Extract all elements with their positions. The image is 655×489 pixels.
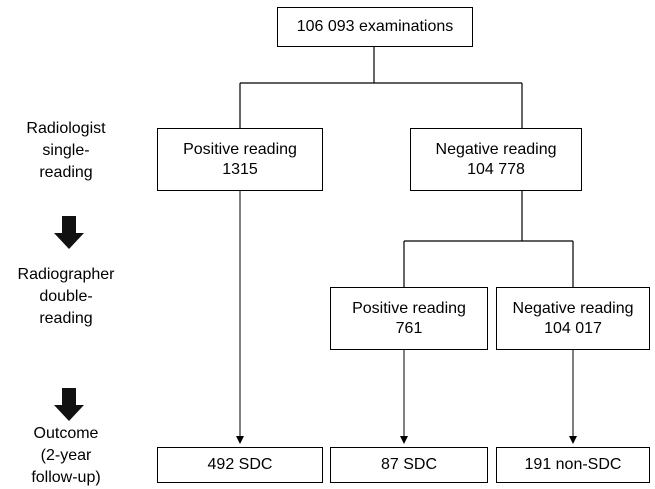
- radiologist-negative-box: Negative reading 104 778: [410, 128, 582, 191]
- radiologist-positive-box: Positive reading 1315: [157, 128, 323, 191]
- stage-label-line: reading: [39, 310, 93, 327]
- stage-label-radiologist: Radiologist single- reading: [0, 118, 132, 184]
- box-label: Positive reading: [183, 140, 297, 158]
- stage-label-line: (2-year: [40, 447, 92, 464]
- outcome-box-non-sdc: 191 non-SDC: [496, 447, 650, 483]
- radiographer-positive-box: Positive reading 761: [330, 287, 488, 350]
- outcome-box-sdc-1: 492 SDC: [157, 447, 323, 483]
- outcome-label: 87 SDC: [380, 456, 438, 473]
- stage-label-line: follow-up): [31, 469, 101, 486]
- box-count: 1315: [222, 160, 258, 178]
- outcome-label: 191 non-SDC: [524, 456, 622, 473]
- examinations-label: 106 093 examinations: [296, 18, 454, 35]
- radiographer-negative-box: Negative reading 104 017: [496, 287, 650, 350]
- box-label: Negative reading: [512, 299, 634, 317]
- stage-label-line: Radiologist: [26, 120, 106, 137]
- stage-label-line: Outcome: [33, 425, 99, 442]
- stage-label-line: single-: [42, 142, 90, 159]
- outcome-label: 492 SDC: [207, 456, 273, 473]
- box-label: Positive reading: [352, 299, 466, 317]
- box-label: Negative reading: [435, 140, 557, 158]
- stage-label-line: reading: [39, 164, 93, 181]
- stage-label-line: Radiographer: [17, 266, 115, 283]
- box-count: 761: [395, 319, 423, 337]
- outcome-box-sdc-2: 87 SDC: [330, 447, 488, 483]
- down-arrow-icon: [54, 388, 84, 421]
- stage-label-line: double-: [39, 288, 93, 305]
- down-arrow-icon: [54, 216, 84, 249]
- box-count: 104 778: [467, 160, 525, 178]
- box-count: 104 017: [544, 319, 602, 337]
- stage-arrows: [54, 216, 84, 421]
- examinations-box: 106 093 examinations: [277, 7, 473, 47]
- stage-label-outcome: Outcome (2-year follow-up): [0, 423, 132, 489]
- stage-label-radiographer: Radiographer double- reading: [0, 264, 132, 330]
